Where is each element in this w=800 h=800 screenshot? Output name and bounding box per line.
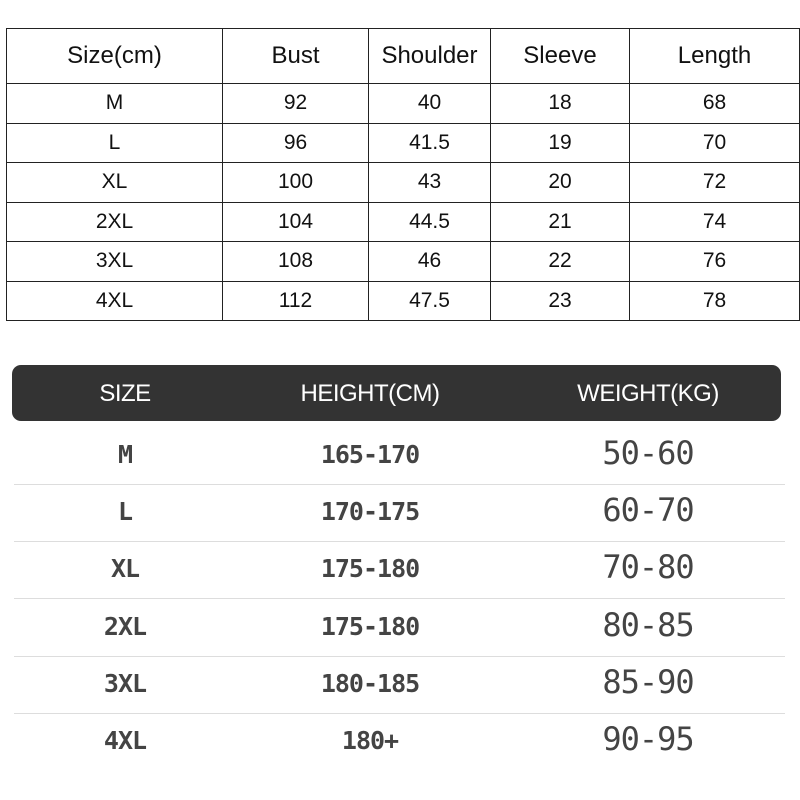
table-cell: 19 [490,122,630,163]
fit-table-header: SIZE HEIGHT(CM) WEIGHT(KG) [12,365,781,421]
table-cell: XL [6,162,223,203]
fit-row: L 170-175 60-70 [14,485,785,543]
column-header: Length [629,28,800,84]
fit-weight: 90-95 [602,720,694,758]
table-row: 4XL 112 47.5 23 78 [6,280,800,321]
fit-size: 2XL [103,611,147,641]
table-cell: 20 [490,162,630,203]
fit-height: 165-170 [320,440,420,469]
table-cell: 112 [222,280,369,321]
table-cell: 22 [490,241,630,282]
fit-height: 180-185 [320,668,420,698]
column-header: Shoulder [368,28,491,84]
table-cell: 92 [222,83,369,124]
row-divider [14,712,785,714]
table-cell: 2XL [6,201,223,242]
fit-row: 3XL 180-185 85-90 [14,657,785,714]
table-row: M 92 40 18 68 [6,83,800,124]
measurements-header-row: Size(cm) Bust Shoulder Sleeve Length [6,28,800,84]
fit-weight: 85-90 [602,662,694,701]
fit-header-height: HEIGHT(CM) [300,380,440,407]
fit-row: 4XL 180+ 90-95 [14,714,785,771]
column-header: Sleeve [490,28,630,84]
fit-row: M 165-170 50-60 [14,428,785,485]
table-cell: 43 [368,162,491,203]
table-cell: 3XL [6,241,223,282]
table-row: XL 100 43 20 72 [6,162,800,203]
fit-row: XL 175-180 70-80 [14,542,785,600]
table-row: L 96 41.5 19 70 [6,122,800,163]
table-cell: 23 [490,280,630,321]
fit-weight: 70-80 [602,548,694,587]
fit-height: 175-180 [320,554,420,584]
table-cell: 72 [629,162,800,203]
table-cell: 96 [222,122,369,163]
fit-row: 2XL 175-180 80-85 [14,600,785,657]
table-cell: 21 [490,201,630,242]
fit-weight: 60-70 [602,491,694,530]
fit-weight: 50-60 [602,434,694,472]
table-row: 2XL 104 44.5 21 74 [6,201,800,242]
fit-size: 4XL [103,726,147,755]
row-divider [14,541,785,543]
table-cell: 108 [222,241,369,282]
row-divider [14,484,785,485]
fit-size: M [117,440,133,469]
table-cell: 46 [368,241,491,282]
table-cell: 74 [629,201,800,242]
fit-weight: 80-85 [602,605,694,644]
fit-size: L [117,497,133,527]
table-cell: 70 [629,122,800,163]
fit-height: 175-180 [320,611,420,641]
table-cell: 47.5 [368,280,491,321]
table-row: 3XL 108 46 22 76 [6,241,800,282]
row-divider [14,598,785,600]
column-header: Bust [222,28,369,84]
table-cell: 41.5 [368,122,491,163]
table-cell: L [6,122,223,163]
fit-height: 170-175 [320,497,420,527]
table-cell: 76 [629,241,800,282]
table-cell: 100 [222,162,369,203]
fit-header-weight: WEIGHT(KG) [577,380,719,407]
table-cell: 68 [629,83,800,124]
table-cell: 40 [368,83,491,124]
measurements-table: Size(cm) Bust Shoulder Sleeve Length M 92 40 18… [6,28,800,321]
table-cell: 78 [629,280,800,321]
fit-header-size: SIZE [99,380,151,407]
table-cell: 44.5 [368,201,491,242]
table-cell: M [6,83,223,124]
table-cell: 18 [490,83,630,124]
row-divider [14,655,785,657]
table-cell: 104 [222,201,369,242]
table-cell: 4XL [6,280,223,321]
fit-height: 180+ [341,726,399,755]
fit-size: 3XL [103,668,147,698]
fit-size: XL [110,554,140,584]
column-header: Size(cm) [6,28,223,84]
